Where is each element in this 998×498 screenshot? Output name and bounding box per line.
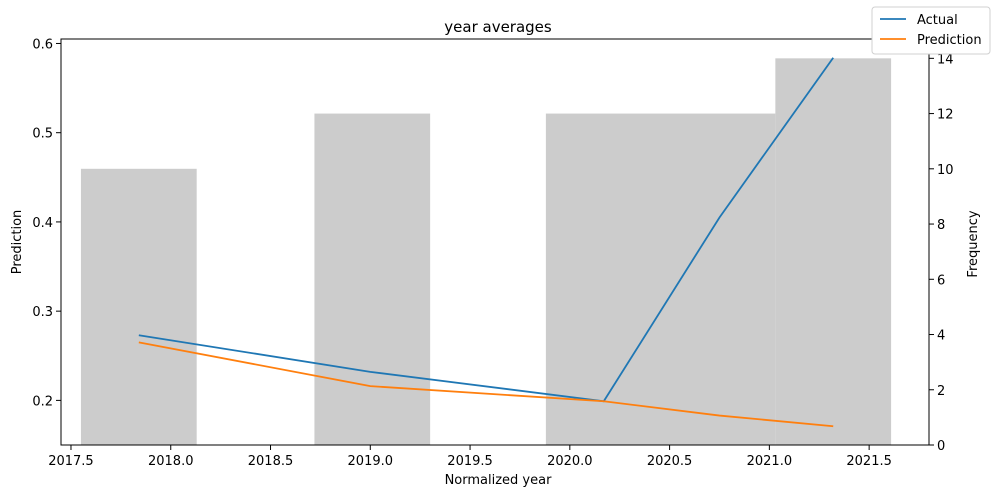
y-left-tick-label-4: 0.6 xyxy=(32,37,53,52)
legend-label-actual: Actual xyxy=(917,13,958,28)
series-lines xyxy=(138,57,834,428)
x-axis: 2017.5 2018.0 2018.5 2019.0 2019.5 2020.0 2020… xyxy=(48,445,892,469)
x-tick-label-2: 2018.5 xyxy=(248,454,294,469)
legend-label-prediction: Prediction xyxy=(917,33,982,48)
y-axis-left-label: Prediction xyxy=(10,210,25,275)
y-axis-right-label: Frequency xyxy=(966,210,981,277)
x-tick-label-1: 2018.0 xyxy=(148,454,194,469)
plot-frame xyxy=(60,38,930,446)
y-left-tick-label-3: 0.5 xyxy=(32,127,53,142)
histogram-bar-2 xyxy=(545,113,776,446)
x-tick-label-3: 2019.0 xyxy=(348,454,394,469)
y-left-tick-label-2: 0.4 xyxy=(32,216,53,231)
y-right-tick-label-0: 0 xyxy=(937,439,945,454)
x-tick-label-7: 2021.0 xyxy=(747,454,793,469)
y-axis-right: 0 2 4 6 8 10 12 14 xyxy=(929,52,954,454)
y-right-tick-label-1: 2 xyxy=(937,384,945,399)
histogram-bars xyxy=(80,58,892,446)
series-line-prediction xyxy=(138,341,834,428)
x-tick-label-6: 2020.5 xyxy=(647,454,693,469)
histogram-bar-1 xyxy=(314,113,431,446)
y-left-tick-label-1: 0.3 xyxy=(32,305,53,320)
x-tick-label-5: 2020.0 xyxy=(547,454,593,469)
y-right-tick-label-7: 14 xyxy=(937,52,954,67)
histogram-bar-3 xyxy=(775,58,892,445)
y-axis-left: 0.2 0.3 0.4 0.5 0.6 xyxy=(32,37,61,409)
chart-title: year averages xyxy=(444,18,552,36)
x-axis-label: Normalized year xyxy=(445,473,553,488)
histogram-bar-0 xyxy=(80,168,197,446)
x-tick-label-0: 2017.5 xyxy=(48,454,94,469)
y-right-tick-label-3: 6 xyxy=(937,273,945,288)
legend: Actual Prediction xyxy=(871,6,991,55)
y-right-tick-label-5: 10 xyxy=(937,163,954,178)
x-tick-label-4: 2019.5 xyxy=(447,454,493,469)
y-right-tick-label-6: 12 xyxy=(937,108,954,123)
y-left-tick-label-0: 0.2 xyxy=(32,394,53,409)
x-tick-label-8: 2021.5 xyxy=(846,454,892,469)
y-right-tick-label-4: 8 xyxy=(937,218,945,233)
y-right-tick-label-2: 4 xyxy=(937,329,945,344)
